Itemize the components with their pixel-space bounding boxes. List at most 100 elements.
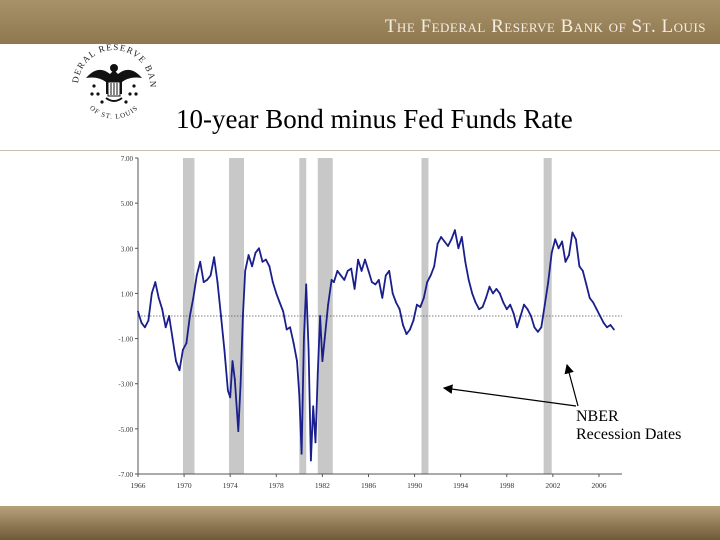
- data-point: [478, 308, 480, 311]
- data-point: [371, 281, 373, 283]
- data-point: [310, 459, 312, 462]
- yield-spread-chart: 7.00 5.00 3.00 1.00 -1.00 -3.00 -5.00 -7.00 1966…: [118, 155, 622, 490]
- data-point: [498, 292, 501, 295]
- data-point: [231, 360, 234, 362]
- y-tick-label: 7.00: [121, 155, 134, 163]
- eagle-icon: [86, 64, 142, 102]
- data-point: [271, 281, 274, 283]
- data-point: [157, 297, 160, 299]
- data-point: [377, 279, 380, 281]
- x-tick-label: 1986: [361, 481, 376, 490]
- data-point: [519, 315, 522, 317]
- data-point: [526, 308, 529, 311]
- data-point: [388, 270, 391, 272]
- data-point: [353, 288, 356, 290]
- data-point: [495, 288, 498, 290]
- data-point: [182, 349, 184, 351]
- data-point: [550, 251, 553, 254]
- data-point: [412, 319, 415, 322]
- seal-bottom-text: OF ST. LOUIS: [88, 104, 139, 121]
- data-point: [460, 236, 463, 238]
- data-point: [292, 342, 295, 344]
- data-point: [450, 238, 453, 241]
- data-point: [443, 240, 446, 243]
- data-point: [575, 238, 577, 241]
- chart-series: [137, 229, 615, 462]
- data-point: [185, 342, 188, 344]
- data-point: [429, 274, 432, 277]
- data-point: [336, 270, 339, 272]
- y-tick-label: -1.00: [118, 336, 133, 344]
- data-point: [144, 326, 146, 329]
- data-point: [374, 283, 377, 286]
- data-point: [568, 254, 570, 256]
- data-point: [467, 279, 470, 281]
- data-point: [367, 270, 370, 272]
- annotation-line-2: Recession Dates: [576, 426, 682, 443]
- data-point: [405, 333, 408, 335]
- data-point: [140, 321, 143, 324]
- y-tick-label: -7.00: [118, 471, 133, 479]
- data-point: [509, 303, 512, 306]
- data-point: [360, 270, 363, 272]
- x-tick-label: 1990: [407, 481, 422, 490]
- data-point: [175, 360, 177, 362]
- data-point: [502, 301, 505, 304]
- data-point: [602, 321, 605, 324]
- data-point: [613, 328, 615, 331]
- data-point: [384, 274, 387, 277]
- data-point: [327, 303, 329, 306]
- y-tick-label: 1.00: [121, 290, 134, 298]
- data-point: [485, 297, 487, 299]
- data-point: [161, 308, 164, 311]
- data-point: [209, 274, 212, 277]
- data-point: [516, 326, 518, 329]
- data-point: [481, 306, 484, 308]
- x-tick-label: 1974: [223, 481, 238, 490]
- data-point: [350, 267, 353, 270]
- data-point: [254, 251, 257, 254]
- data-point: [578, 265, 581, 268]
- data-point: [213, 256, 215, 259]
- data-point: [229, 396, 232, 399]
- data-point: [440, 236, 442, 238]
- data-point: [244, 270, 247, 272]
- data-point: [300, 452, 303, 455]
- x-tick-label: 1982: [315, 481, 330, 490]
- data-point: [312, 405, 315, 408]
- data-point: [278, 301, 281, 304]
- data-point: [216, 281, 219, 283]
- data-point: [564, 260, 567, 263]
- data-point: [227, 389, 229, 392]
- data-point: [314, 441, 317, 444]
- data-point: [395, 301, 397, 304]
- data-point: [223, 349, 226, 351]
- data-point: [247, 254, 250, 256]
- data-point: [305, 283, 308, 286]
- data-point: [178, 369, 181, 372]
- data-point: [298, 394, 301, 396]
- data-point: [261, 260, 264, 263]
- data-point: [265, 258, 267, 261]
- data-point: [330, 279, 333, 281]
- y-tick-label: 3.00: [121, 245, 134, 253]
- data-point: [381, 297, 384, 299]
- data-point: [471, 292, 474, 295]
- data-point: [164, 326, 167, 329]
- header-bar: The Federal Reserve Bank of St. Louis: [0, 0, 720, 44]
- data-point: [282, 310, 285, 313]
- x-tick-label: 2002: [545, 481, 560, 490]
- data-point: [474, 301, 477, 304]
- title-divider: [0, 150, 720, 151]
- data-point: [289, 326, 291, 329]
- federal-reserve-seal-logo: FEDERAL RESERVE BANK OF ST. LOUIS: [64, 34, 157, 121]
- data-point: [402, 324, 404, 326]
- x-tick-label: 2006: [591, 481, 606, 490]
- data-point: [599, 315, 601, 317]
- data-point: [606, 326, 608, 329]
- data-point: [585, 283, 588, 286]
- x-tick-label: 1970: [177, 481, 192, 490]
- data-point: [343, 279, 346, 281]
- data-point: [547, 281, 550, 283]
- data-point: [512, 312, 515, 315]
